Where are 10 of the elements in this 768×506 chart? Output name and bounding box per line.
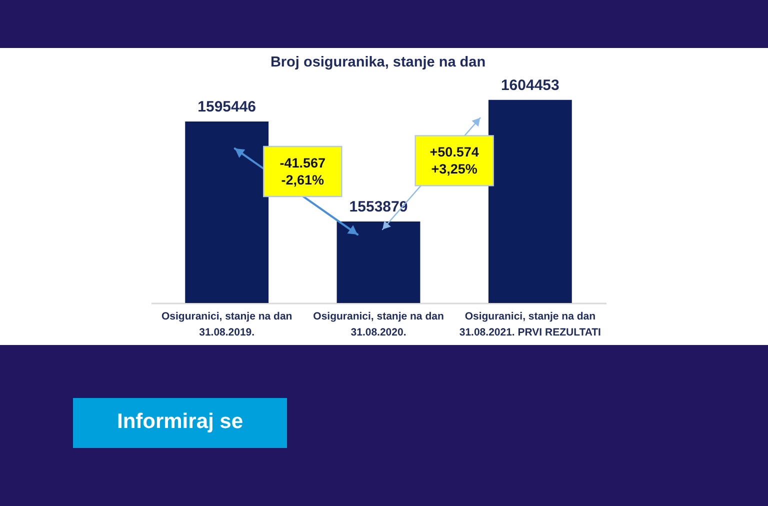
annotation: -41.567 -2,61% xyxy=(280,156,326,188)
text: Informiraj se xyxy=(116,410,244,433)
chart-title: Broj osiguranika, stanje na dan xyxy=(270,54,486,70)
annotation: +50.574 +3,25% xyxy=(430,144,480,177)
data-label: 1595446 xyxy=(198,98,256,116)
x-tick-label: Osiguranici, stanje na dan 31.08.2020. xyxy=(313,310,444,338)
x-tick-label: Osiguranici, stanje na dan 31.08.2021. PRVI REZULTATI xyxy=(459,310,602,338)
data-label: 1553879 xyxy=(349,198,408,216)
data-label: 1604453 xyxy=(500,76,560,94)
x-tick-label: Osiguranici, stanje na dan 31.08.2019. xyxy=(161,310,292,338)
